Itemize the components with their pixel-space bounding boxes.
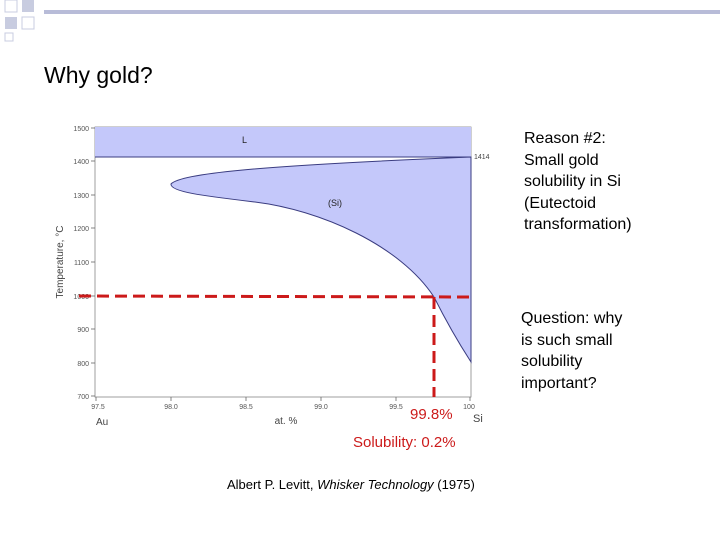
x-left-element-label: Au (96, 417, 108, 428)
reason-line: (Eutectoid (524, 194, 597, 212)
y-tick-label: 700 (77, 394, 89, 401)
x-tick-label: 99.0 (314, 404, 328, 411)
reason-text: Reason #2: Small gold solubility in Si (… (524, 128, 714, 236)
reason-line: transformation) (524, 216, 632, 233)
y-tick-label: 1500 (73, 126, 89, 133)
citation-year: (1975) (433, 477, 475, 492)
x-tick-label: 98.5 (239, 404, 253, 411)
x-tick-label: 98.0 (164, 404, 178, 411)
y-tick-label: 1300 (73, 193, 89, 200)
x-tick-marks (95, 397, 471, 401)
citation-author: Albert P. Levitt, (227, 477, 318, 492)
question-line: Question: why (521, 310, 623, 327)
x-tick-label: 99.5 (389, 404, 403, 411)
liquid-label: L (242, 135, 247, 145)
reason-line: solubility in Si (524, 173, 621, 190)
y-tick-marks (91, 127, 95, 397)
decorative-squares (4, 0, 35, 42)
solid-solution-region (170, 156, 472, 364)
melting-point-label: 1414 (474, 154, 490, 161)
header-rule (44, 10, 720, 14)
citation: Albert P. Levitt, Whisker Technology (19… (227, 477, 475, 492)
question-text: Question: why is such small solubility i… (521, 308, 711, 394)
reason-line: Reason #2: (524, 130, 606, 147)
y-tick-label: 1200 (73, 226, 89, 233)
question-line: is such small (521, 331, 613, 349)
percent-annotation: 99.8% (410, 406, 453, 423)
solid-solution-label: (Si) (328, 198, 342, 208)
x-tick-label: 97.5 (91, 404, 105, 411)
slide-title: Why gold? (44, 62, 153, 88)
x-right-element-label: Si (473, 413, 483, 425)
question-line: solubility (521, 353, 583, 370)
y-axis-label: Temperature, °C (55, 226, 66, 299)
annotation-dashes (78, 294, 472, 397)
citation-title: Whisker Technology (317, 477, 434, 492)
y-tick-label: 800 (77, 361, 89, 368)
y-tick-label: 1400 (73, 159, 89, 166)
liquid-region (95, 127, 471, 157)
reason-line: Small gold (524, 151, 599, 169)
x-axis-label: at. % (275, 416, 298, 427)
y-tick-label: 1100 (74, 260, 89, 267)
solubility-annotation: Solubility: 0.2% (353, 434, 456, 451)
x-tick-label: 100 (463, 404, 475, 411)
y-tick-label: 900 (77, 327, 89, 334)
question-line: important? (521, 374, 597, 392)
